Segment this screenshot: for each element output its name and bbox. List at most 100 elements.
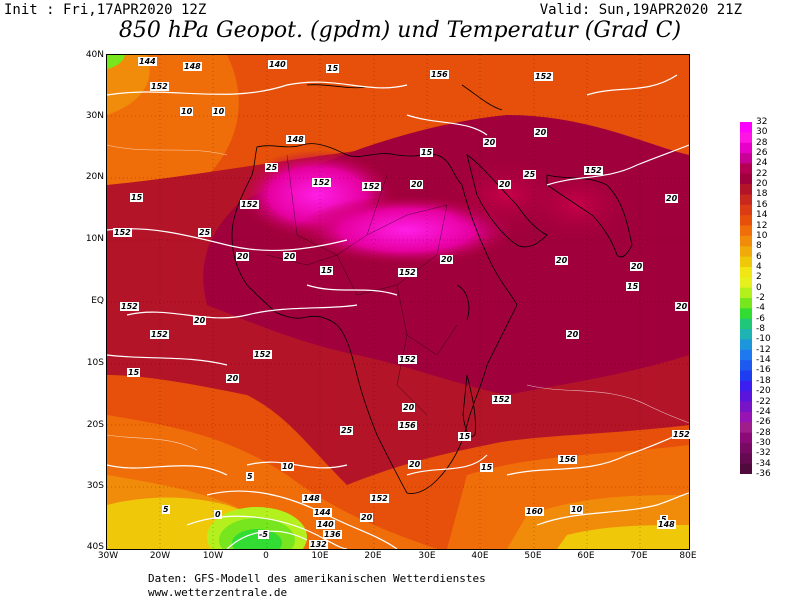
colorbar-cell — [740, 411, 752, 423]
contour-label: 20 — [408, 460, 422, 469]
contour-label: 152 — [398, 355, 417, 364]
contour-label: 152 — [240, 200, 259, 209]
contour-label: 20 — [440, 255, 454, 264]
lon-label-10w: 10W — [202, 551, 224, 561]
contour-label: 156 — [558, 455, 577, 464]
contour-label: 152 — [492, 395, 511, 404]
contour-label: 152 — [150, 82, 169, 91]
colorbar-cell — [740, 298, 752, 309]
contour-label: 152 — [150, 330, 169, 339]
colorbar-label: 14 — [756, 210, 768, 221]
contour-label: 152 — [534, 72, 553, 81]
contour-label: 152 — [113, 228, 132, 237]
contour-label: 25 — [523, 170, 537, 179]
contour-label: 140 — [268, 60, 287, 69]
colorbar-label: -30 — [756, 437, 771, 448]
contour-label: 10 — [570, 505, 584, 514]
contour-label: 20 — [555, 256, 569, 265]
contour-label: 15 — [127, 368, 141, 377]
contour-label: 20 — [226, 374, 240, 383]
contour-label: 20 — [566, 330, 580, 339]
lon-label-80e: 80E — [679, 551, 697, 561]
colorbar-label: -24 — [756, 406, 771, 417]
map-title: 850 hPa Geopot. (gpdm) und Temperatur (G… — [118, 18, 682, 43]
colorbar-cell — [740, 132, 752, 144]
colorbar-label: 2 — [756, 272, 762, 283]
contour-label: 148 — [302, 494, 321, 503]
colorbar-cell — [740, 380, 752, 392]
colorbar-label: 24 — [756, 158, 768, 169]
colorbar-cell — [740, 308, 752, 320]
contour-label: 20 — [630, 262, 644, 271]
contour-label: 20 — [283, 252, 297, 261]
lon-label-50e: 50E — [524, 551, 542, 561]
temperature-field — [107, 55, 689, 549]
colorbar-label: 26 — [756, 148, 768, 159]
lat-label-10n: 10N — [85, 234, 104, 244]
colorbar-label: 4 — [756, 261, 762, 272]
lat-label-20s: 20S — [86, 420, 104, 430]
colorbar-cell — [740, 225, 752, 237]
colorbar-label: 0 — [756, 282, 762, 293]
colorbar-label: -4 — [756, 303, 765, 314]
colorbar-label: -14 — [756, 355, 771, 366]
contour-label: 20 — [483, 138, 497, 147]
colorbar-cell — [740, 391, 752, 403]
contour-label: 152 — [584, 166, 603, 175]
contour-label: 152 — [672, 430, 691, 439]
contour-label: 140 — [316, 520, 335, 529]
contour-label: 15 — [130, 193, 144, 202]
data-source: Daten: GFS-Modell des amerikanischen Wet… — [148, 572, 486, 585]
temperature-colorbar — [740, 122, 752, 474]
contour-label: 10 — [281, 462, 295, 471]
lon-label-60e: 60E — [577, 551, 595, 561]
lon-label-20w: 20W — [149, 551, 171, 561]
contour-label: 136 — [323, 530, 342, 539]
contour-label: 20 — [360, 513, 374, 522]
contour-label: 20 — [402, 403, 416, 412]
colorbar-cell — [740, 339, 752, 351]
contour-label: 148 — [183, 62, 202, 71]
lat-label-30n: 30N — [85, 111, 104, 121]
colorbar-label: 16 — [756, 199, 768, 210]
colorbar-cell — [740, 329, 752, 340]
contour-label: 160 — [525, 507, 544, 516]
colorbar-label: -2 — [756, 293, 765, 303]
colorbar-label: -22 — [756, 396, 771, 407]
colorbar-cell — [740, 153, 752, 164]
colorbar-cell — [740, 349, 752, 361]
lat-label-20n: 20N — [85, 172, 104, 182]
colorbar-label: -28 — [756, 427, 771, 438]
lat-label-30s: 30S — [86, 481, 104, 491]
colorbar-cell — [740, 277, 752, 289]
colorbar-label: 12 — [756, 220, 768, 231]
contour-label: 5 — [246, 472, 254, 481]
contour-label: 20 — [498, 180, 512, 189]
colorbar-label: 32 — [756, 117, 768, 127]
colorbar-cell — [740, 266, 752, 278]
contour-label: 152 — [253, 350, 272, 359]
colorbar-label: -18 — [756, 375, 771, 386]
contour-label: 156 — [398, 421, 417, 430]
colorbar-label: 8 — [756, 241, 762, 252]
colorbar-cell — [740, 370, 752, 382]
colorbar-label: -6 — [756, 313, 765, 324]
contour-label: 5 — [162, 505, 170, 514]
lon-label-40e: 40E — [471, 551, 489, 561]
colorbar-cell — [740, 401, 752, 413]
colorbar-label: 10 — [756, 230, 768, 241]
lon-label-30w: 30W — [97, 551, 119, 561]
colorbar-cell — [740, 287, 752, 299]
colorbar-cell — [740, 173, 752, 185]
colorbar-cell — [740, 442, 752, 454]
contour-label: 20 — [665, 194, 679, 203]
colorbar-label: -26 — [756, 417, 771, 428]
colorbar-label: -12 — [756, 344, 771, 355]
contour-label: -5 — [258, 530, 269, 539]
lat-label-40s: 40S — [86, 542, 104, 552]
colorbar-label: -8 — [756, 324, 765, 335]
contour-label: 148 — [286, 135, 305, 144]
contour-label: 15 — [326, 64, 340, 73]
contour-label: 144 — [138, 57, 157, 66]
colorbar-cell — [740, 360, 752, 371]
